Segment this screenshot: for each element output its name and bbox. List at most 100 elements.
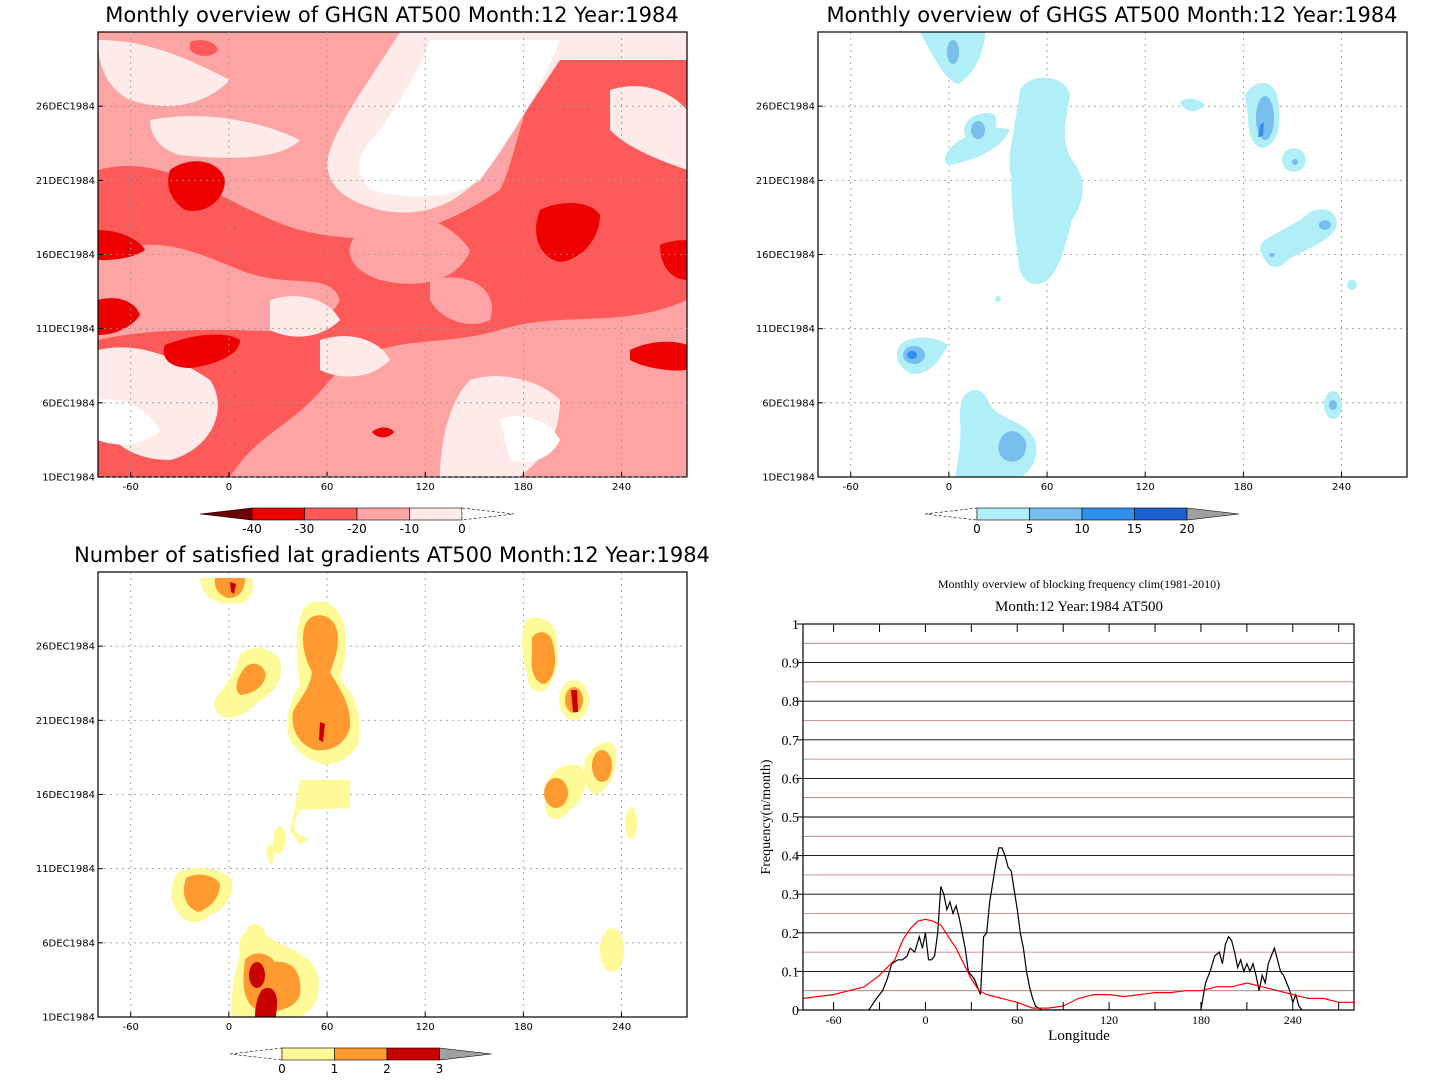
x-tick-label: -60: [123, 1022, 139, 1033]
colorbar-bin: [1134, 507, 1188, 521]
x-tick-label: 180: [514, 1022, 533, 1033]
blocking-title: Monthly overview of blocking frequency c…: [938, 577, 1220, 591]
ghgs-colorbar: 0 5 10 15 20: [924, 507, 1240, 536]
latgrad-colorbar: 0 1 2 3: [229, 1047, 492, 1076]
x-tick-label: 180: [1192, 1013, 1210, 1027]
colorbar-tick-label: 3: [436, 1062, 444, 1076]
colorbar-low-extension: [924, 507, 978, 521]
x-tick-label: 240: [1284, 1013, 1302, 1027]
x-tick-label: 60: [321, 482, 334, 493]
y-tick-label: 1DEC1984: [762, 473, 815, 484]
blocking-panel: Monthly overview of blocking frequency c…: [759, 577, 1355, 1044]
ghgs-title: Monthly overview of GHGS AT500 Month:12 …: [826, 3, 1397, 27]
blocking-ylabel: Frequency(n/month): [759, 759, 774, 874]
x-tick-label: -60: [843, 482, 859, 493]
y-tick-label: 16DEC1984: [36, 250, 95, 261]
y-tick-label: 0.2: [782, 927, 800, 942]
latgrad-grid: [98, 572, 687, 1018]
colorbar-low-extension: [229, 1047, 283, 1061]
colorbar-bin: [386, 1047, 440, 1061]
y-tick-label: 0.3: [782, 888, 800, 903]
colorbar-low-extension: [199, 507, 253, 521]
y-tick-label: 0.5: [782, 811, 800, 826]
colorbar-bin: [304, 507, 358, 521]
x-tick-label: 120: [416, 482, 435, 493]
colorbar-bin: [251, 507, 305, 521]
colorbar-bin: [1081, 507, 1135, 521]
ghgn-title: Monthly overview of GHGN AT500 Month:12 …: [105, 3, 678, 27]
x-tick-label: 240: [1332, 482, 1351, 493]
colorbar-tick-label: -40: [242, 522, 262, 536]
blocking-xlabel: Longitude: [1048, 1028, 1110, 1044]
x-tick-label: 0: [946, 482, 952, 493]
y-tick-label: 16DEC1984: [756, 250, 815, 261]
ghgs-axes: -60 0 60 120 180 240 1DEC1984 6DEC1984 11DEC1984…: [756, 102, 1351, 493]
y-tick-label: 0.6: [782, 772, 800, 787]
x-tick-label: -60: [826, 1013, 842, 1027]
y-tick-label: 21DEC1984: [756, 176, 815, 187]
ghgn-axes: -60 0 60 120 180 240 1DEC1984 6DEC1984 11DEC1984…: [36, 32, 687, 493]
x-tick-label: 0: [922, 1013, 928, 1027]
x-tick-label: 0: [226, 1022, 232, 1033]
colorbar-bin: [976, 507, 1030, 521]
x-tick-label: 180: [1234, 482, 1253, 493]
colorbar-bin: [334, 1047, 388, 1061]
y-tick-label: 26DEC1984: [36, 642, 95, 653]
x-tick-label: 180: [514, 482, 533, 493]
y-tick-label: 1: [792, 618, 799, 633]
colorbar-high-extension: [439, 1047, 492, 1061]
colorbar-high-extension: [461, 507, 515, 521]
ghgs-grid: [818, 32, 1407, 478]
colorbar-tick-label: 2: [383, 1062, 391, 1076]
colorbar-tick-label: -30: [295, 522, 315, 536]
latgrad-axes: -60 0 60 120 180 240 1DEC1984 6DEC1984 11DEC1984…: [36, 642, 631, 1033]
ghgs-panel: Monthly overview of GHGS AT500 Month:12 …: [756, 3, 1408, 536]
y-tick-label: 11DEC1984: [756, 324, 815, 335]
x-tick-label: 120: [1136, 482, 1155, 493]
colorbar-tick-label: -20: [347, 522, 367, 536]
y-tick-label: 21DEC1984: [36, 176, 95, 187]
ghgn-colorbar: -40 -30 -20 -10 0: [199, 507, 515, 536]
colorbar-tick-label: -10: [400, 522, 420, 536]
colorbar-bin: [356, 507, 410, 521]
colorbar-high-extension: [1186, 507, 1240, 521]
x-tick-label: 60: [1041, 482, 1054, 493]
y-tick-label: 26DEC1984: [36, 102, 95, 113]
colorbar-bin: [409, 507, 463, 521]
y-tick-label: 6DEC1984: [42, 398, 95, 409]
y-tick-label: 11DEC1984: [36, 324, 95, 335]
colorbar-tick-label: 5: [1026, 522, 1034, 536]
latgrad-title: Number of satisfied lat gradients AT500 …: [74, 543, 710, 567]
series-line-black: [868, 847, 1305, 1010]
x-tick-label: 240: [612, 482, 631, 493]
y-tick-label: 0.4: [782, 850, 800, 865]
y-tick-label: 0.9: [782, 657, 800, 672]
x-tick-label: 60: [1011, 1013, 1023, 1027]
colorbar-bin: [281, 1047, 335, 1061]
y-tick-label: 6DEC1984: [42, 938, 95, 949]
y-tick-label: 11DEC1984: [36, 864, 95, 875]
colorbar-tick-label: 20: [1179, 522, 1194, 536]
ghgn-panel: Monthly overview of GHGN AT500 Month:12 …: [36, 3, 688, 536]
x-tick-label: -60: [123, 482, 139, 493]
x-tick-label: 60: [321, 1022, 334, 1033]
x-tick-label: 0: [226, 482, 232, 493]
y-tick-label: 21DEC1984: [36, 716, 95, 727]
y-tick-label: 1DEC1984: [42, 473, 95, 484]
colorbar-tick-label: 15: [1127, 522, 1142, 536]
colorbar-tick-label: 10: [1074, 522, 1089, 536]
x-tick-label: 120: [416, 1022, 435, 1033]
y-tick-label: 0.7: [782, 734, 800, 749]
y-tick-label: 0.8: [782, 695, 800, 710]
blocking-axes: 0 0.1 0.2 0.3 0.4 0.5 0.6 0.7 0.8 0.9 1 -60 0 60 120 18…: [782, 618, 1340, 1027]
x-tick-label: 120: [1100, 1013, 1118, 1027]
blocking-grid: [803, 642, 1354, 992]
blocking-subtitle: Month:12 Year:1984 AT500: [995, 599, 1163, 615]
y-tick-label: 1DEC1984: [42, 1013, 95, 1024]
y-tick-label: 26DEC1984: [756, 102, 815, 113]
y-tick-label: 0.1: [782, 965, 800, 980]
colorbar-tick-label: 0: [973, 522, 981, 536]
y-tick-label: 0: [792, 1004, 799, 1019]
y-tick-label: 16DEC1984: [36, 790, 95, 801]
colorbar-tick-label: 0: [458, 522, 466, 536]
